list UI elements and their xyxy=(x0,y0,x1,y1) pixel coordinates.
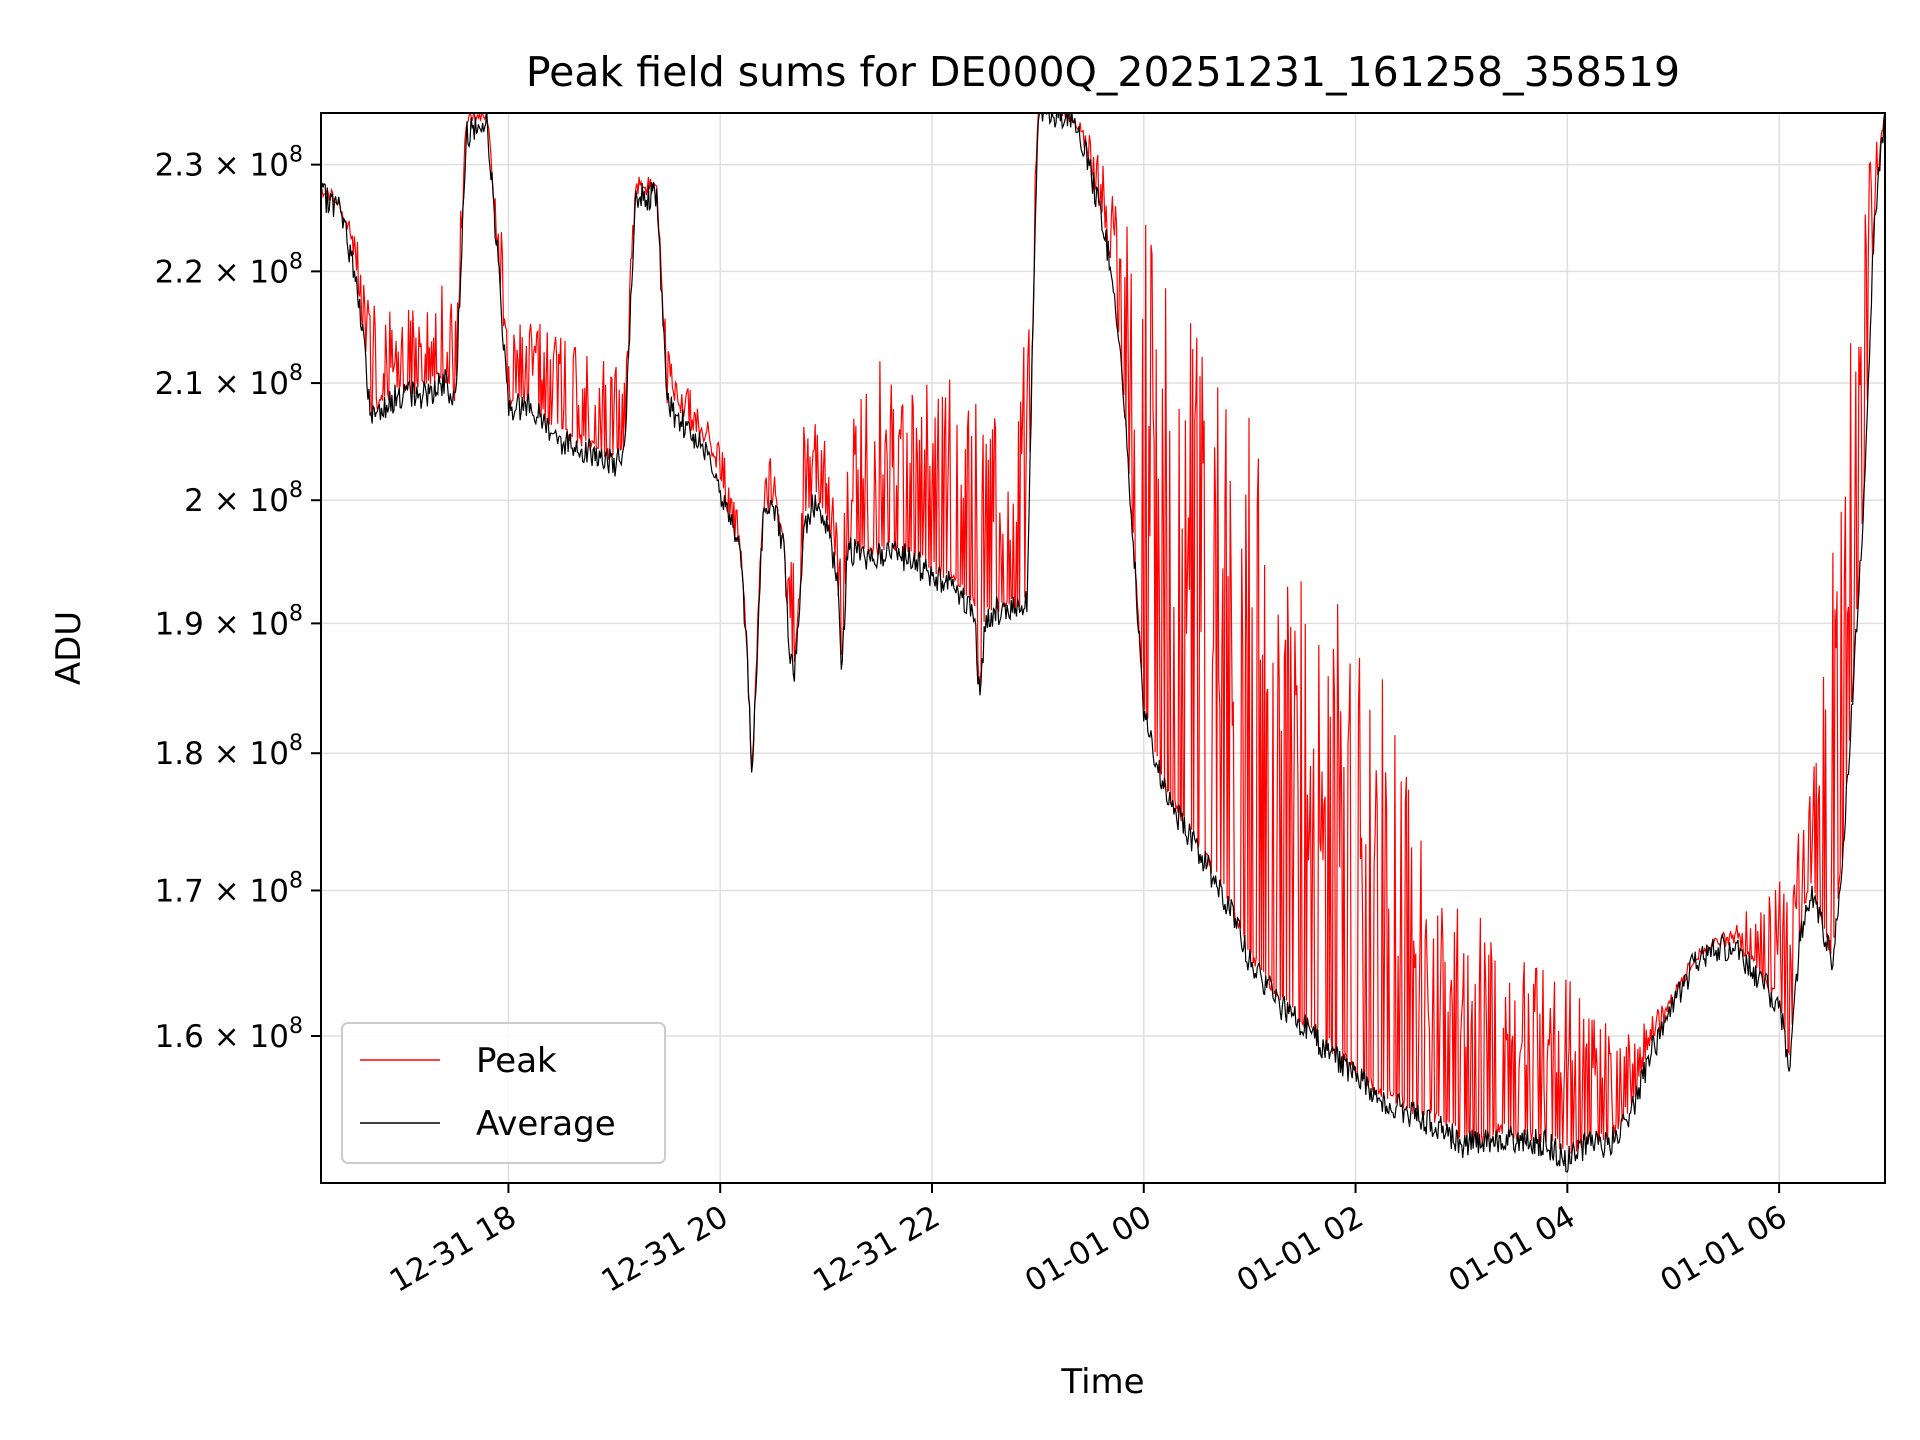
legend-average-label: Average xyxy=(476,1104,616,1144)
y-tick-label: 1.6 × 108 xyxy=(155,1014,303,1055)
grid xyxy=(321,113,1885,1183)
y-tick-label: 1.8 × 108 xyxy=(155,731,303,772)
legend-box xyxy=(341,1022,666,1164)
y-axis: 1.6 × 108 1.7 × 108 1.8 × 108 1.9 × 108 2 × … xyxy=(155,143,321,1055)
y-tick-label: 2.1 × 108 xyxy=(155,361,303,402)
y-tick-label: 1.9 × 108 xyxy=(155,601,303,642)
y-tick-label: 2.2 × 108 xyxy=(155,249,303,290)
series-layer xyxy=(321,113,1885,1174)
legend-peak-label: Peak xyxy=(476,1041,557,1081)
legend: Peak Average xyxy=(341,1022,666,1164)
y-tick-label: 1.7 × 108 xyxy=(155,868,303,909)
chart-title: Peak field sums for DE000Q_20251231_1612… xyxy=(526,48,1680,96)
y-tick-label: 2 × 108 xyxy=(184,478,303,519)
y-tick-label: 2.3 × 108 xyxy=(155,143,303,184)
y-axis-label: ADU xyxy=(49,611,89,685)
average-series-line xyxy=(321,113,1885,1174)
plot-frame xyxy=(320,112,1886,1184)
x-axis-label: Time xyxy=(1060,1362,1144,1402)
peak-series-line xyxy=(321,113,1885,1154)
